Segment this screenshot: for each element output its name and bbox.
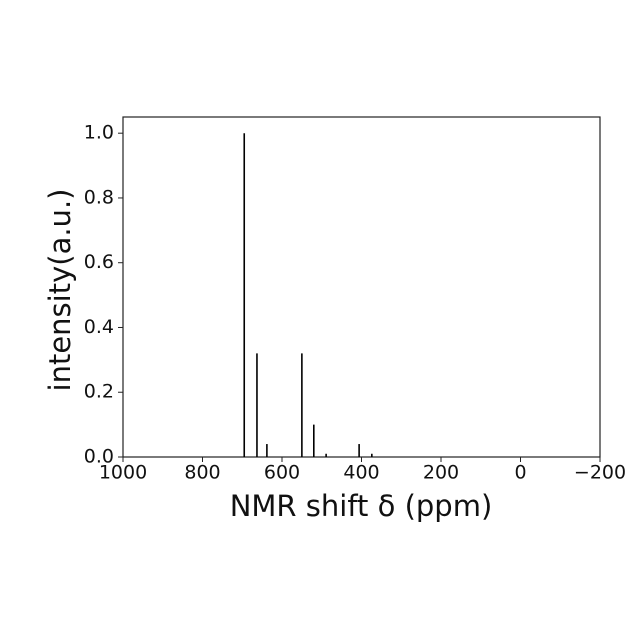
y-tick-label: 0.8 <box>84 186 114 208</box>
x-tick-label: 400 <box>343 462 379 484</box>
x-tick-label: 200 <box>423 462 459 484</box>
y-tick-label: 0.6 <box>84 251 114 273</box>
y-tick-label: 0.2 <box>84 381 114 403</box>
x-tick-label: 800 <box>184 462 220 484</box>
x-tick-label: −200 <box>574 462 626 484</box>
plot-frame <box>123 117 600 457</box>
x-tick-label: 600 <box>264 462 300 484</box>
page: NMR shift δ (ppm) intensity(a.u.) 100080… <box>0 0 640 640</box>
x-axis-label: NMR shift δ (ppm) <box>230 489 493 523</box>
y-axis-label: intensity(a.u.) <box>43 189 77 392</box>
y-tick-label: 0.4 <box>84 316 114 338</box>
chart: NMR shift δ (ppm) intensity(a.u.) 100080… <box>0 0 640 640</box>
y-tick-label: 0.0 <box>84 446 114 468</box>
x-tick-label: 0 <box>514 462 526 484</box>
y-tick-label: 1.0 <box>84 122 114 144</box>
